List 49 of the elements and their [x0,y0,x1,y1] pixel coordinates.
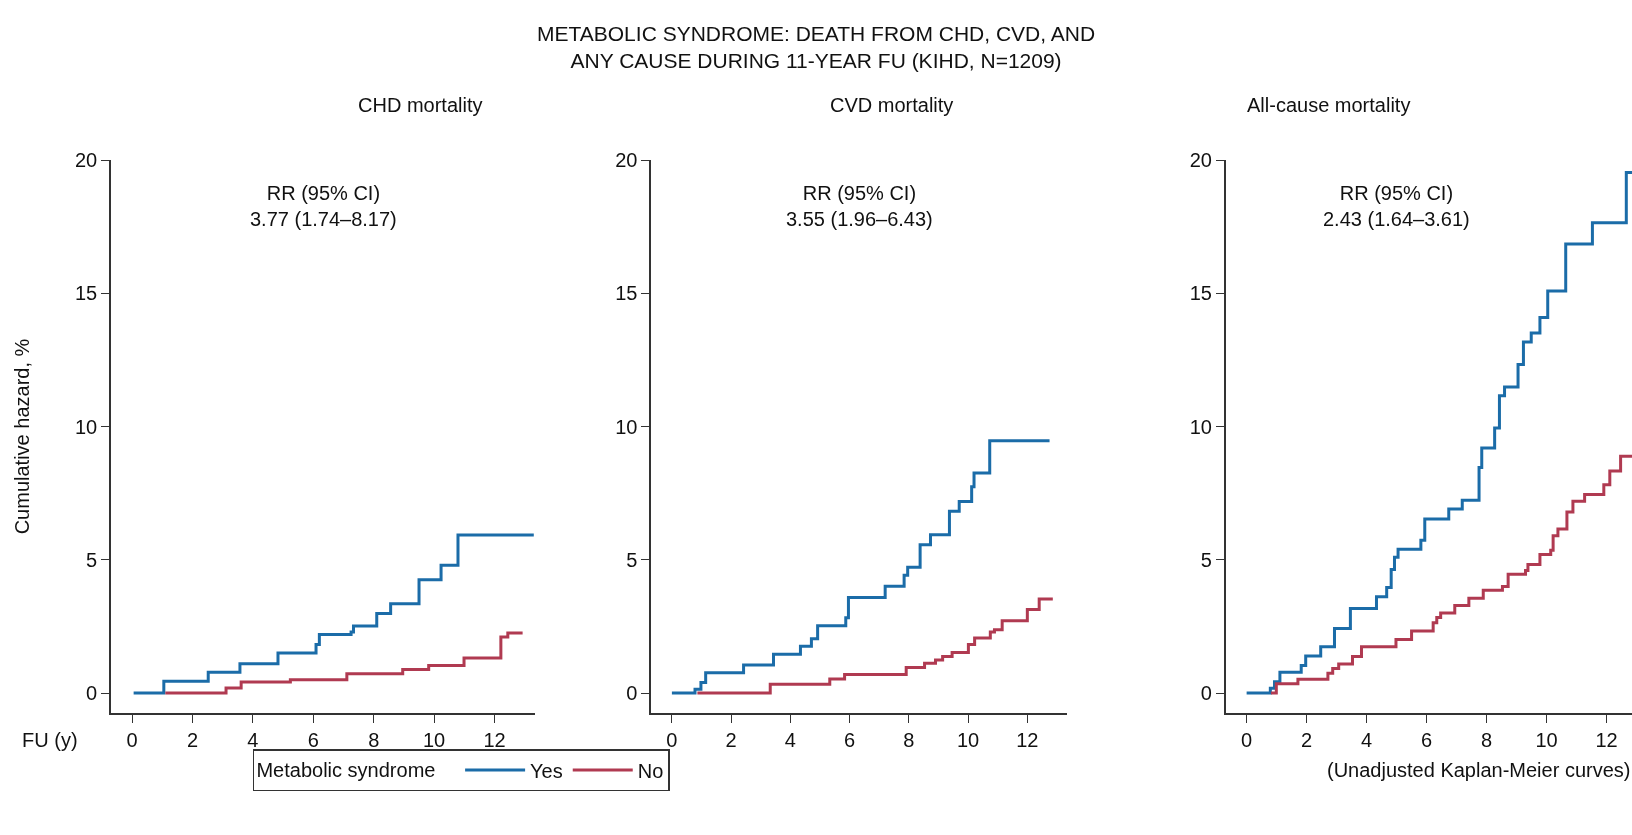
y-tick-label: 20 [615,149,638,171]
x-tick-label: 4 [784,728,796,751]
x-tick-label: 12 [1595,728,1618,751]
x-tick-label: 4 [1361,728,1373,751]
y-tick-label: 15 [74,282,98,305]
x-tick-label: 10 [956,728,980,751]
y-tick-label: 10 [615,415,638,438]
y-tick-label: 5 [86,548,98,571]
y-tick-label: 20 [74,149,98,171]
x-tick-label: 0 [1241,728,1253,751]
legend-title: Metabolic syndrome [256,758,453,781]
y-tick-label: 15 [1189,282,1212,305]
x-tick-label: 8 [1480,728,1493,751]
y-tick-label: 5 [626,548,638,571]
x-tick-label: 8 [368,728,380,751]
y-tick-label: 10 [1189,415,1212,438]
x-tick-label: 12 [483,728,506,751]
x-tick-label: 0 [666,728,678,751]
x-tick-label: 12 [1016,728,1039,751]
chart-title: METABOLIC SYNDROME: DEATH FROM CHD, CVD, AND ANY CAUSE DURING 11-YEAR FU (KIHD, N=1209) [537,22,1096,73]
x-axis-title: FU (y) [22,729,78,751]
x-tick-label: 2 [1301,728,1313,751]
x-tick-label: 0 [126,728,138,751]
y-tick-label: 0 [86,682,98,705]
x-tick-label: 6 [1421,728,1433,751]
x-tick-label: 10 [423,728,446,751]
x-tick-label: 6 [307,728,319,751]
annotation: RR (95% CI) 2.43 (1.64–3.61) [1323,182,1470,230]
legend-label: Yes [530,759,563,782]
y-tick-label: 0 [1200,682,1212,705]
y-tick-label: 0 [626,682,638,705]
x-tick-label: 2 [186,728,199,751]
y-tick-label: 10 [74,415,98,438]
y-tick-label: 20 [1189,149,1212,171]
x-tick-label: 10 [1535,728,1558,751]
text: (Unadjusted Kaplan-Meier curves) [1327,759,1631,781]
x-tick-label: 6 [844,728,856,751]
y-tick-label: 5 [1200,548,1212,571]
chart-subtitle: CVD mortality [830,94,954,116]
chart-subtitle: All-cause mortality [1247,94,1411,116]
x-tick-label: 4 [247,728,259,751]
y-axis-title: Cumulative hazard, % [10,338,33,535]
legend-label: No [637,759,664,782]
annotation: RR (95% CI) 3.55 (1.96–6.43) [786,182,933,230]
x-tick-label: 8 [903,728,915,751]
annotation: RR (95% CI) 3.77 (1.74–8.17) [250,182,397,230]
x-tick-label: 2 [725,728,737,751]
chart-subtitle: CHD mortality [358,94,483,116]
y-tick-label: 15 [615,282,638,305]
